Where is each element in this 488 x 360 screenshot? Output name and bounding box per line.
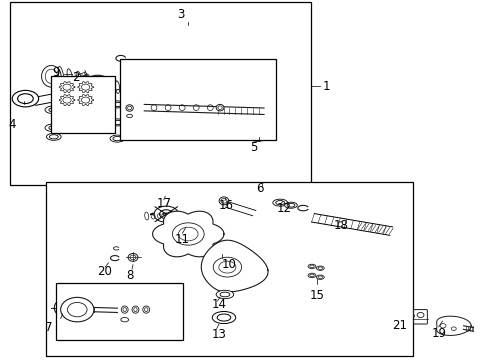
Text: 15: 15 [309,289,324,302]
Ellipse shape [212,311,235,324]
Ellipse shape [246,130,268,141]
Ellipse shape [110,101,124,108]
Ellipse shape [142,306,149,313]
Text: 21: 21 [391,319,406,332]
Ellipse shape [12,90,39,107]
Bar [120,59,276,140]
Text: 13: 13 [211,328,226,341]
Text: 8: 8 [126,269,133,282]
Text: 9: 9 [52,66,60,78]
Ellipse shape [284,202,297,208]
Ellipse shape [45,106,62,114]
Ellipse shape [128,253,138,261]
Ellipse shape [86,124,104,132]
Ellipse shape [219,197,228,205]
Bar [10,2,310,185]
Text: 12: 12 [276,202,291,215]
Ellipse shape [45,124,62,132]
Ellipse shape [54,298,78,317]
Polygon shape [201,240,267,292]
Ellipse shape [41,66,61,87]
Bar [56,283,183,340]
Ellipse shape [125,105,133,111]
Text: 19: 19 [430,327,446,340]
Ellipse shape [216,290,233,299]
Ellipse shape [316,266,324,270]
Text: 5: 5 [250,141,257,154]
Ellipse shape [216,104,224,111]
Text: 2: 2 [72,71,80,84]
Text: 10: 10 [221,258,236,271]
Text: 7: 7 [45,321,52,334]
Ellipse shape [307,273,315,278]
Text: 17: 17 [156,197,171,210]
Text: 4: 4 [9,118,16,131]
Ellipse shape [307,264,315,269]
Polygon shape [436,316,470,336]
Ellipse shape [272,199,287,206]
Text: 3: 3 [177,8,184,21]
Ellipse shape [46,133,61,140]
Ellipse shape [110,119,124,126]
Text: 20: 20 [97,265,112,278]
Ellipse shape [110,135,124,142]
Ellipse shape [316,275,324,279]
Bar [46,182,412,356]
Circle shape [61,297,94,322]
Ellipse shape [86,106,104,114]
Ellipse shape [147,87,165,100]
Text: 16: 16 [218,199,233,212]
Text: 1: 1 [322,80,329,93]
Ellipse shape [85,75,110,92]
Text: 11: 11 [175,233,190,246]
Polygon shape [152,211,224,257]
Text: 14: 14 [211,298,226,311]
Text: 18: 18 [333,219,348,231]
Text: 6: 6 [256,182,263,195]
Ellipse shape [150,213,182,215]
Bar [51,76,115,133]
Ellipse shape [132,306,139,313]
Ellipse shape [154,206,178,222]
Ellipse shape [121,306,128,313]
FancyBboxPatch shape [413,310,427,324]
